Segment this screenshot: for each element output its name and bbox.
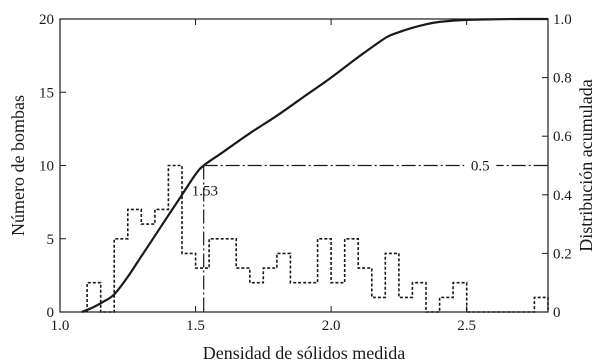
y2-tick-label: 0.2 [553, 246, 572, 262]
y-tick-label: 0 [47, 305, 55, 321]
median-label-background [464, 156, 497, 175]
y2-tick-label: 0.6 [553, 129, 572, 145]
x-tick-label: 2.0 [322, 318, 341, 334]
y-tick-label: 15 [39, 85, 54, 101]
y2-tick-label: 0 [553, 305, 561, 321]
y-tick-label: 5 [47, 232, 55, 248]
cumulative-distribution-curve [81, 17, 548, 314]
median-x-annotation: 1.53 [192, 184, 218, 200]
y2-axis-title: Distribución acumulada [576, 79, 596, 251]
y2-tick-label: 0.4 [553, 188, 572, 204]
median-y-annotation: 0.5 [471, 159, 490, 175]
x-tick-label: 1.5 [186, 318, 205, 334]
y2-tick-label: 1.0 [553, 12, 572, 28]
x-tick-label: 1.0 [51, 318, 70, 334]
histogram-step-line [86, 164, 549, 313]
x-axis-title: Densidad de sólidos medida [203, 343, 405, 363]
y2-tick-label: 0.8 [553, 71, 572, 87]
y-tick-label: 20 [39, 12, 54, 28]
axis-ticks: 1.0 1.5 2.0 2.5 0 5 10 15 20 0 0.2 0.4 0.6 0.8 1.0 [39, 12, 572, 334]
y-tick-label: 10 [39, 159, 54, 175]
y-axis-title: Número de bombas [8, 95, 28, 236]
x-tick-label: 2.5 [457, 318, 476, 334]
